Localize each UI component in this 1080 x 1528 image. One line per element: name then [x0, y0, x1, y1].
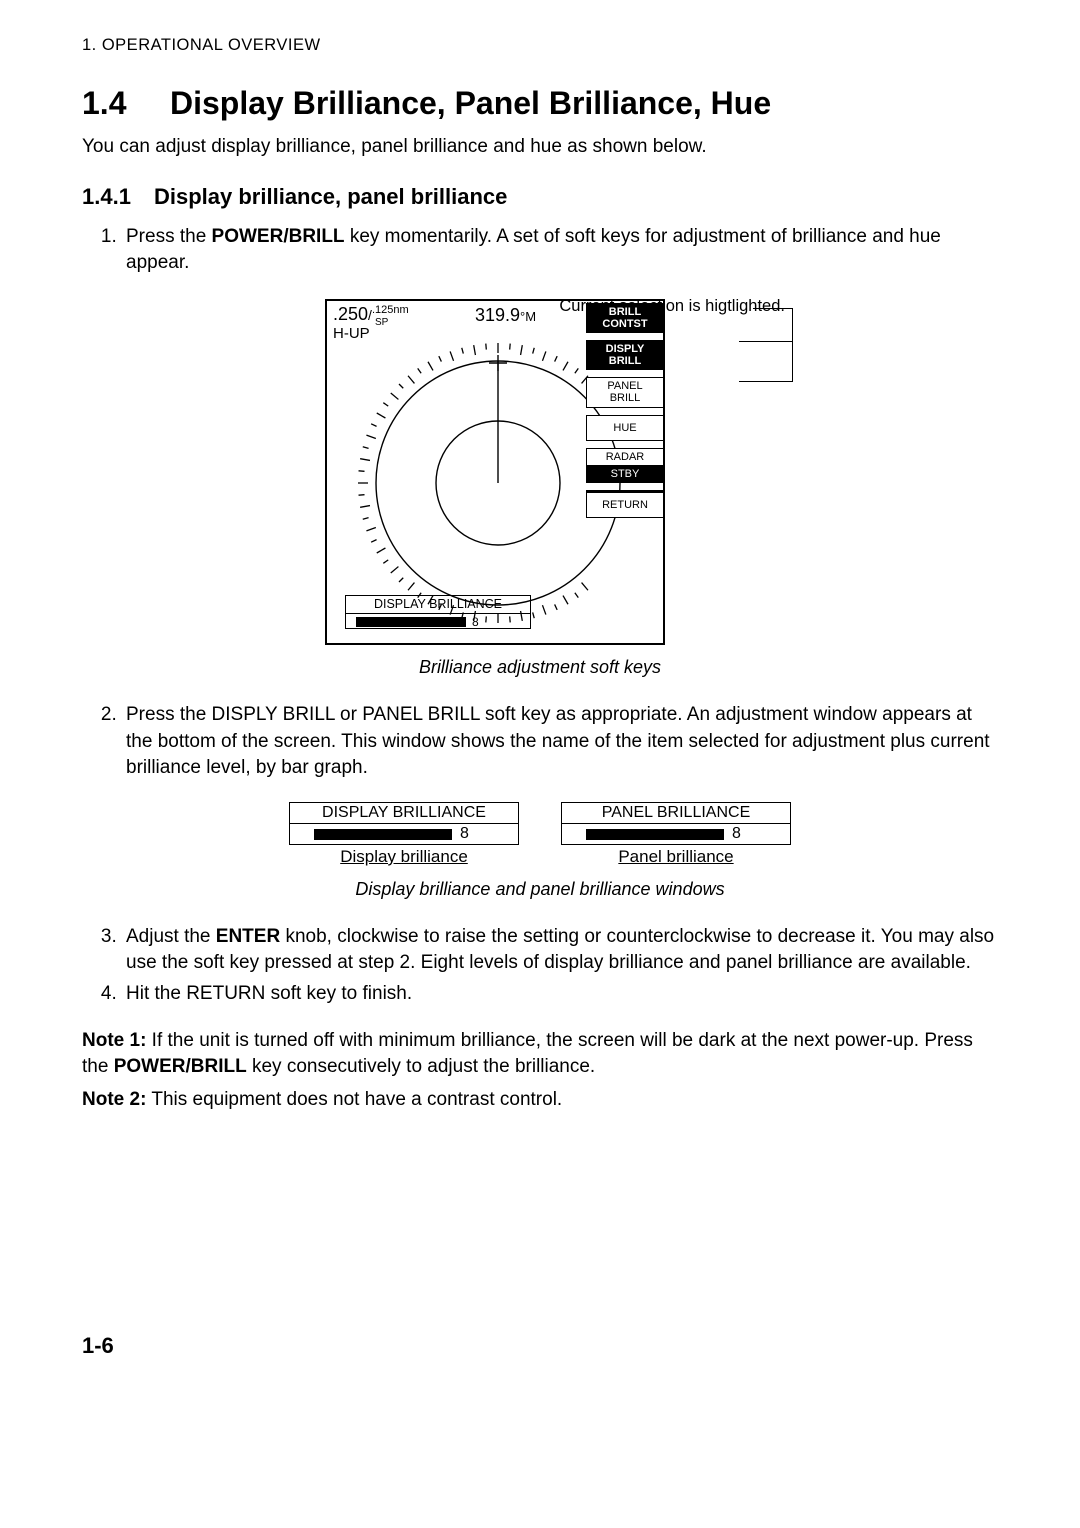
display-brilliance-window: DISPLAY BRILLIANCE 8	[345, 595, 531, 629]
section-title: Display Brilliance, Panel Brilliance, Hu…	[170, 85, 771, 121]
range-readout: .250/.125nm	[333, 305, 409, 323]
display-brilliance-panel: DISPLAY BRILLIANCE 8 Display brilliance	[289, 802, 519, 867]
softkey-radar-stby[interactable]: RADAR STBY	[586, 448, 664, 483]
softkey-disply-brill[interactable]: DISPLY BRILL	[586, 340, 664, 370]
step-3: Adjust the ENTER knob, clockwise to rais…	[122, 924, 998, 977]
softkeys: BRILL CONTST DISPLY BRILL PANEL BRILL HU…	[586, 303, 664, 525]
radar-figure: Current selection is higtlighted. .250/.…	[325, 299, 755, 645]
section-number: 1.4	[82, 85, 170, 122]
annotation-leader	[753, 308, 793, 309]
note-1: Note 1: If the unit is turned off with m…	[82, 1028, 998, 1081]
enter-knob: ENTER	[216, 926, 280, 947]
softkey-brill-contst[interactable]: BRILL CONTST	[586, 303, 664, 333]
figure-caption-2: Display brilliance and panel brilliance …	[82, 879, 998, 900]
page-number: 1-6	[82, 1333, 998, 1359]
step-4: Hit the RETURN soft key to finish.	[122, 981, 998, 1008]
step-1: Press the POWER/BRILL key momentarily. A…	[122, 224, 998, 277]
annotation-ptr-v	[792, 308, 794, 382]
figure-caption-1: Brilliance adjustment soft keys	[82, 657, 998, 678]
note-2: Note 2: This equipment does not have a c…	[82, 1087, 998, 1114]
section-heading: 1.4Display Brilliance, Panel Brilliance,…	[82, 85, 998, 122]
softkey-hue[interactable]: HUE	[586, 415, 664, 441]
panel-brilliance-panel: PANEL BRILLIANCE 8 Panel brilliance	[561, 802, 791, 867]
bearing-readout: 319.9°M	[475, 305, 536, 326]
step-2: Press the DISPLY BRILL or PANEL BRILL so…	[122, 702, 998, 782]
softkey-return[interactable]: RETURN	[586, 490, 664, 518]
radar-screen: .250/.125nm SP H-UP 319.9°M	[325, 299, 665, 645]
range-sp: SP	[375, 317, 388, 328]
section-intro: You can adjust display brilliance, panel…	[82, 136, 998, 158]
brilliance-windows: DISPLAY BRILLIANCE 8 Display brilliance …	[82, 802, 998, 867]
subsection-heading: 1.4.1Display brilliance, panel brillianc…	[82, 184, 998, 210]
running-head: 1. OPERATIONAL OVERVIEW	[82, 36, 998, 55]
annotation-ptr-h2	[739, 381, 793, 383]
subsection-title: Display brilliance, panel brilliance	[154, 184, 507, 209]
softkey-panel-brill[interactable]: PANEL BRILL	[586, 377, 664, 407]
subsection-number: 1.4.1	[82, 184, 154, 210]
annotation-ptr-h1	[739, 341, 793, 343]
brilliance-value: 8	[472, 615, 479, 629]
brilliance-bar	[356, 617, 466, 627]
power-brill-key: POWER/BRILL	[212, 226, 345, 247]
